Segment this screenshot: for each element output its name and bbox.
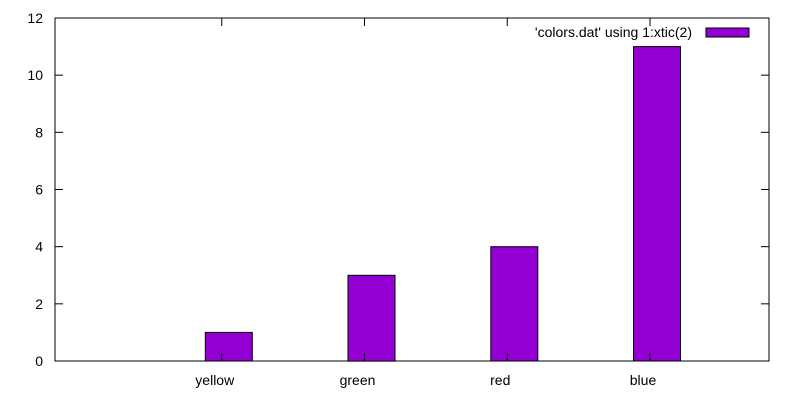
y-tick-label: 10 xyxy=(27,67,43,83)
y-tick-label: 4 xyxy=(35,239,43,255)
x-axis: yellow green red blue xyxy=(195,18,656,388)
y-axis: 0 2 4 6 8 10 12 xyxy=(27,10,769,369)
y-tick-label: 2 xyxy=(35,296,43,312)
bar-series xyxy=(204,46,681,362)
legend-label: 'colors.dat' using 1:xtic(2) xyxy=(535,24,692,40)
y-tick-label: 8 xyxy=(35,124,43,140)
bar xyxy=(633,46,681,362)
y-tick-label: 6 xyxy=(35,182,43,198)
y-tick-label: 0 xyxy=(35,353,43,369)
legend-swatch xyxy=(705,27,750,38)
y-tick-label: 12 xyxy=(27,10,43,26)
bar xyxy=(347,274,396,362)
bar xyxy=(204,331,253,362)
x-tick-label: green xyxy=(340,372,376,388)
bar xyxy=(490,246,539,362)
legend: 'colors.dat' using 1:xtic(2) xyxy=(535,24,750,40)
x-tick-label: yellow xyxy=(195,372,235,388)
x-tick-label: red xyxy=(490,372,510,388)
x-tick-label: blue xyxy=(630,372,657,388)
